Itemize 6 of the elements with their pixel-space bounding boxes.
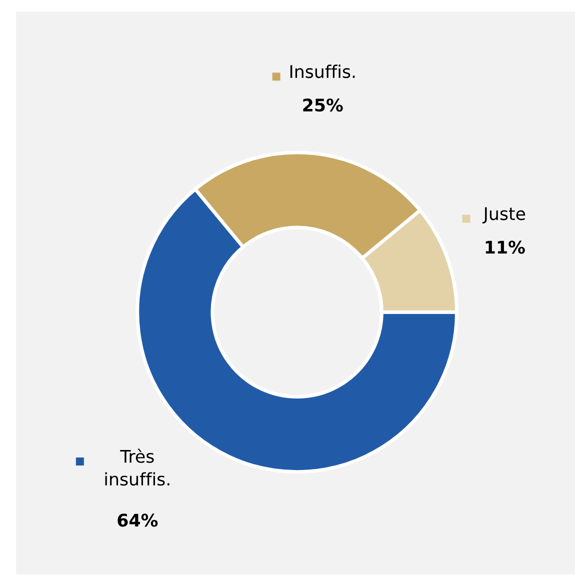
legend-label: Très insuffis. (105, 448, 170, 486)
data-label: 11% (486, 240, 525, 254)
data-label: 64% (118, 514, 158, 527)
legend-label: Juste (482, 207, 526, 224)
legend-label: Insuffis. (290, 64, 355, 78)
data-label: 25% (303, 98, 343, 112)
